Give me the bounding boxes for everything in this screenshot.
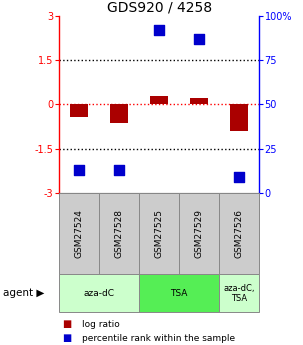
Text: GSM27526: GSM27526 (235, 209, 244, 258)
Text: GSM27529: GSM27529 (195, 209, 204, 258)
Bar (190, 98, 208, 104)
Text: aza-dC: aza-dC (84, 289, 115, 298)
Title: GDS920 / 4258: GDS920 / 4258 (107, 0, 211, 14)
Text: GSM27524: GSM27524 (75, 209, 84, 258)
Point (77, 167, 82, 173)
Point (157, 27, 161, 32)
Bar (150, 96, 168, 104)
Text: GSM27525: GSM27525 (155, 209, 164, 258)
Text: aza-dC,
TSA: aza-dC, TSA (223, 284, 255, 303)
Text: ■: ■ (62, 319, 72, 329)
Bar (70, 104, 88, 117)
Point (237, 175, 241, 180)
Text: TSA: TSA (170, 289, 188, 298)
Point (117, 167, 122, 173)
Bar (110, 104, 128, 123)
Text: log ratio: log ratio (82, 320, 120, 329)
Text: ■: ■ (62, 333, 72, 343)
Text: agent ▶: agent ▶ (3, 288, 45, 298)
Bar (230, 104, 248, 131)
Text: percentile rank within the sample: percentile rank within the sample (82, 334, 235, 343)
Point (197, 36, 201, 41)
Text: GSM27528: GSM27528 (115, 209, 124, 258)
